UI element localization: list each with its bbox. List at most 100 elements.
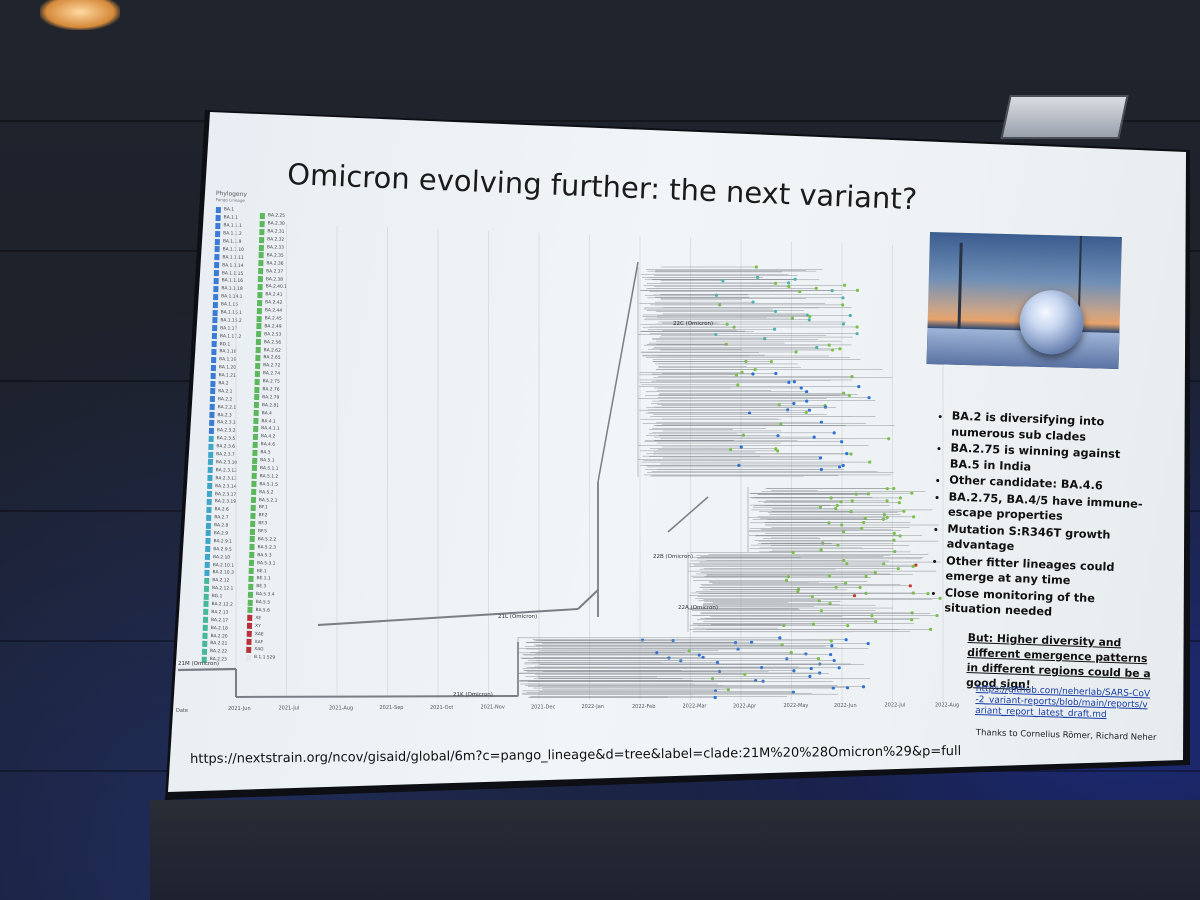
- clade-22c-lower-tip: [847, 393, 851, 398]
- clade-22b-lower-tip: [858, 585, 862, 590]
- clade-22c-lower-tip: [867, 396, 871, 400]
- tree-branch: [577, 589, 599, 610]
- clade-22b-upper-tip: [892, 486, 896, 491]
- clade-22b-lower-tip: [864, 574, 868, 578]
- clade-22c-lower-tip: [868, 460, 872, 464]
- clade-22c-upper-tip: [774, 281, 778, 285]
- clade-label: 22C (Omicron): [673, 321, 713, 327]
- clade-22c-lower-tip: [805, 390, 809, 394]
- stage-floor: [150, 800, 1200, 900]
- clade-22c-lower-tip: [812, 435, 816, 439]
- clade-22b-upper-tip: [892, 531, 896, 535]
- clade-22c-lower-tip: [832, 431, 836, 435]
- clade-22c-upper-tip: [843, 283, 847, 287]
- crystal-ball-photo: [926, 232, 1122, 369]
- x-tick-label: 2022-Jan: [582, 704, 605, 710]
- clade-22c-lower-tip: [792, 380, 796, 384]
- clade-21k-tip: [844, 638, 848, 642]
- ceiling-light: [40, 0, 120, 30]
- clade-22c-lower-tip: [787, 380, 791, 384]
- clade-22c-lower-tip: [753, 367, 757, 372]
- clade-22b-upper-tip: [835, 503, 839, 508]
- clade-22c-lower-tip: [737, 463, 741, 468]
- clade-21k-tip: [808, 674, 812, 678]
- clade-22c-lower-tip: [840, 440, 844, 444]
- clade-22b-lower-tip: [819, 609, 823, 613]
- clade-22c-lower-tip: [775, 449, 780, 453]
- tree-branch: [667, 496, 709, 533]
- clade-22c-upper-tip: [787, 284, 791, 289]
- tree-branch: [317, 608, 579, 626]
- x-tick-label: 2022-Mar: [683, 704, 708, 710]
- clade-22b-lower-tip: [928, 627, 933, 631]
- clade-22c-upper-tip: [841, 322, 846, 326]
- clade-22b-upper-tip: [862, 520, 866, 525]
- clade-22c-lower-tip: [744, 359, 748, 363]
- report-link[interactable]: https://github.com/neherlab/SARS-CoV-2_v…: [974, 684, 1151, 721]
- clade-22b-upper-tip: [836, 543, 840, 547]
- clade-21k-tip: [829, 639, 833, 643]
- clade-22c-lower-tip: [819, 420, 823, 424]
- clade-21k-tip: [816, 657, 821, 661]
- clade-22c-upper-tip: [841, 303, 845, 307]
- clade-22b-lower-tip: [828, 601, 832, 606]
- clade-22b-upper-tip: [854, 492, 858, 496]
- clade-21k-tip: [726, 688, 730, 692]
- clade-22c-lower-tip: [818, 456, 823, 460]
- clade-22c-lower-tip: [849, 452, 853, 456]
- clade-22b-upper-tip: [827, 521, 831, 525]
- clade-22c-lower-tip: [734, 373, 739, 377]
- clade-22c-lower-tip: [799, 386, 803, 390]
- clade-22b-upper-tip: [893, 549, 897, 554]
- clade-22c-lower-tip: [845, 452, 849, 456]
- clade-21k-tip: [837, 666, 841, 670]
- clade-22b-lower-tip: [842, 558, 846, 563]
- clade-22b-lower-tip: [911, 591, 915, 595]
- clade-21k-tip: [640, 638, 645, 642]
- clade-22c-upper-tip: [790, 316, 795, 320]
- clade-22b-upper-tip: [849, 510, 853, 514]
- clade-22b-upper-tip: [850, 499, 854, 503]
- clade-21k-tip: [671, 638, 675, 643]
- clade-22c-upper-tip: [841, 296, 845, 300]
- clade-22b-lower-tip: [834, 585, 838, 589]
- clade-22c-lower-tip: [774, 447, 778, 451]
- clade-22b-lower-tip: [874, 619, 878, 624]
- clade-22b-upper-tip: [885, 515, 889, 519]
- clade-22c-lower-tip: [739, 445, 743, 449]
- clade-21k-tip: [713, 695, 717, 700]
- clade-21k-tip: [866, 641, 870, 646]
- clade-22b-upper-tip: [902, 509, 906, 513]
- clade-21k-tip: [760, 665, 764, 670]
- x-tick-label: 2021-Jul: [279, 706, 300, 712]
- clade-22b-upper-tip: [834, 507, 838, 511]
- ceiling-vent: [1000, 95, 1129, 139]
- clade-22b-lower-tip: [864, 591, 868, 595]
- x-tick-label: 2022-May: [784, 703, 809, 709]
- clade-22c-upper-tip: [808, 314, 812, 319]
- clade-22c-lower-tip: [842, 391, 846, 395]
- clade-21k-tip: [829, 652, 833, 657]
- clade-21k-tip: [733, 641, 738, 645]
- clade-22b-lower-tip: [810, 595, 814, 599]
- clade-22c-upper-tip: [827, 343, 831, 347]
- clade-21k-tip: [845, 686, 850, 690]
- x-axis-unit: Date: [176, 708, 188, 714]
- clade-22c-upper-tip: [814, 286, 818, 290]
- clade-22c-upper-tip: [798, 289, 802, 294]
- clade-22b-lower-tip: [786, 575, 790, 579]
- clade-22c-upper-tip: [772, 327, 777, 331]
- clade-label: 22B (Omicron): [653, 554, 693, 560]
- clade-21k-tip: [818, 671, 822, 675]
- clade-22c-lower-tip: [740, 370, 744, 374]
- x-tick-label: 2021-Dec: [531, 704, 555, 710]
- clade-22b-lower-tip: [896, 567, 900, 571]
- clade-22b-lower-tip: [846, 624, 850, 628]
- clade-22c-upper-tip: [725, 322, 729, 326]
- clade-22c-upper-tip: [751, 300, 755, 304]
- tree-branch: [597, 261, 639, 483]
- clade-21k-tip: [717, 669, 722, 673]
- clade-22c-upper-tip: [805, 313, 809, 317]
- clade-22c-upper-tip: [754, 265, 758, 269]
- clade-22c-lower-tip: [774, 371, 778, 376]
